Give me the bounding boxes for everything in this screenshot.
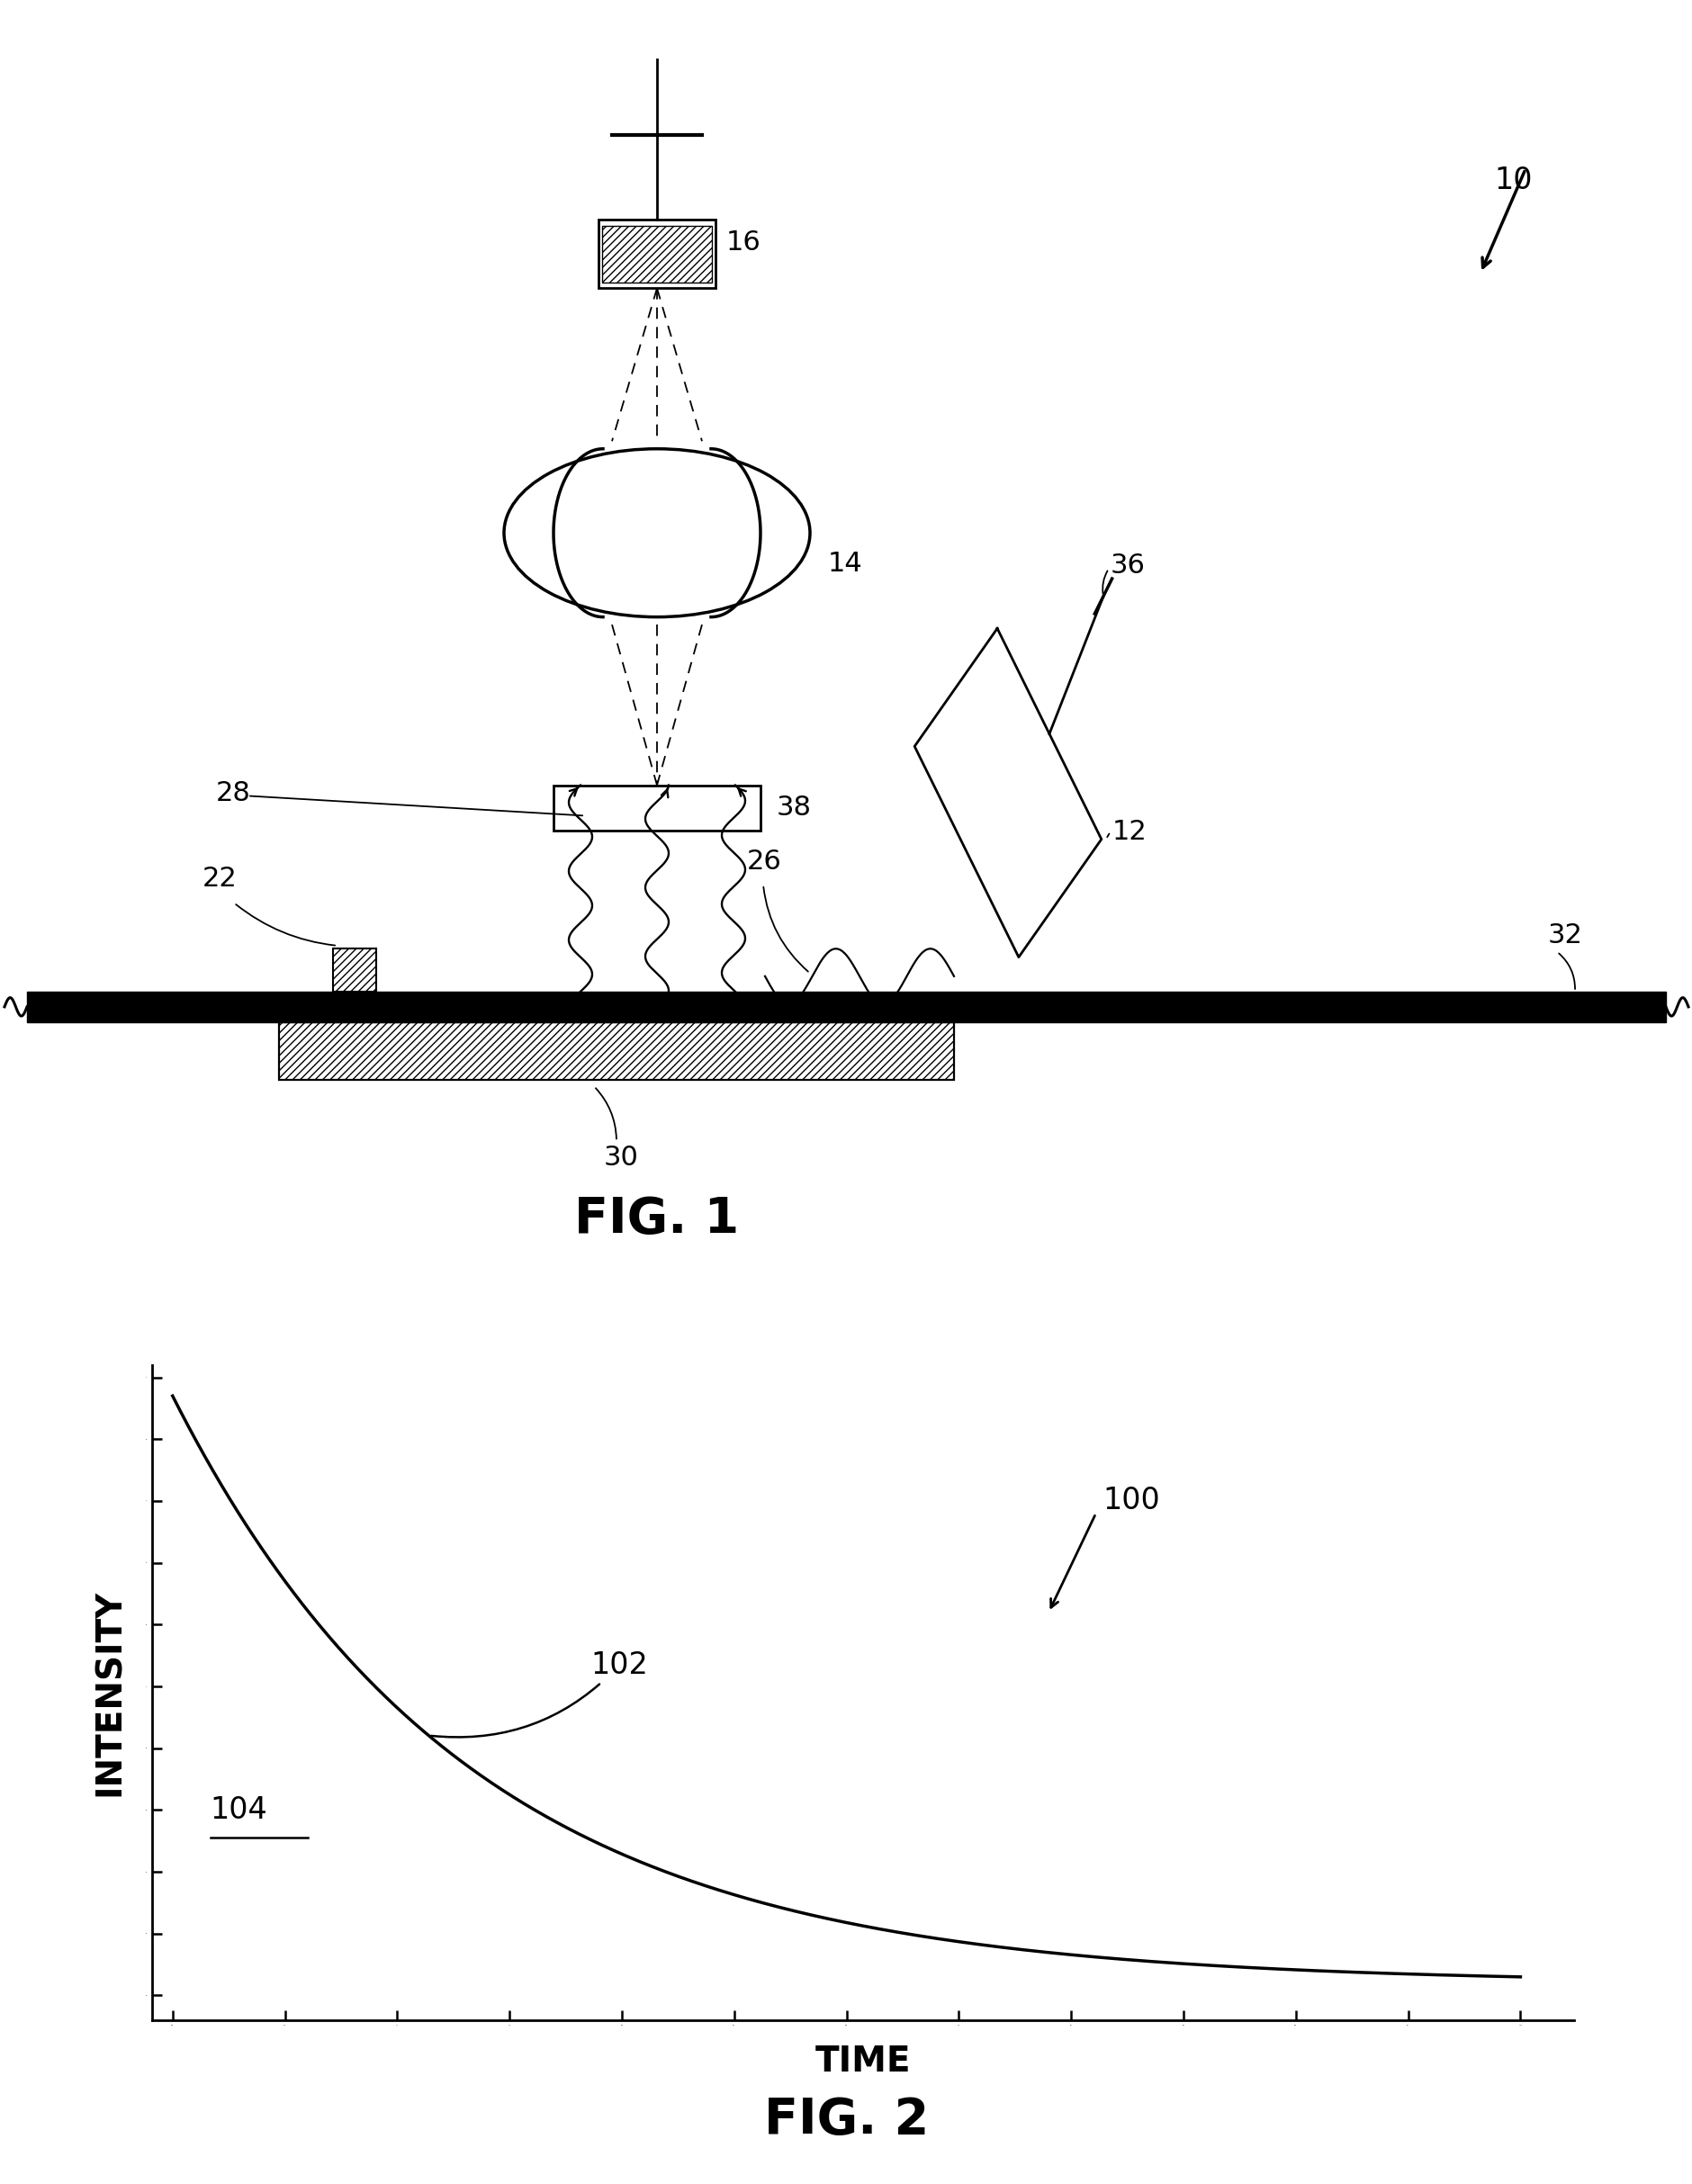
Bar xyxy=(599,221,716,288)
Text: 26: 26 xyxy=(746,850,782,874)
Bar xyxy=(333,948,376,992)
Bar xyxy=(602,225,712,282)
Text: FIG. 2: FIG. 2 xyxy=(763,2097,929,2145)
Y-axis label: INTENSITY: INTENSITY xyxy=(93,1590,127,1795)
Bar xyxy=(27,992,1665,1022)
Text: 14: 14 xyxy=(827,550,863,577)
Text: 28: 28 xyxy=(217,780,250,806)
Text: FIG. 1: FIG. 1 xyxy=(574,1195,739,1245)
X-axis label: TIME: TIME xyxy=(816,2044,910,2079)
Bar xyxy=(279,1022,954,1081)
Text: 32: 32 xyxy=(1546,922,1582,948)
Text: 104: 104 xyxy=(210,1795,267,1826)
Text: 36: 36 xyxy=(1110,553,1145,579)
Text: 38: 38 xyxy=(777,795,812,821)
Text: 30: 30 xyxy=(602,1144,638,1171)
Bar xyxy=(553,784,760,832)
Text: 102: 102 xyxy=(431,1651,648,1736)
Text: 22: 22 xyxy=(203,867,237,891)
Text: 16: 16 xyxy=(726,229,761,256)
Text: 10: 10 xyxy=(1494,166,1531,197)
Text: 100: 100 xyxy=(1101,1485,1159,1516)
Text: 12: 12 xyxy=(1112,819,1147,845)
